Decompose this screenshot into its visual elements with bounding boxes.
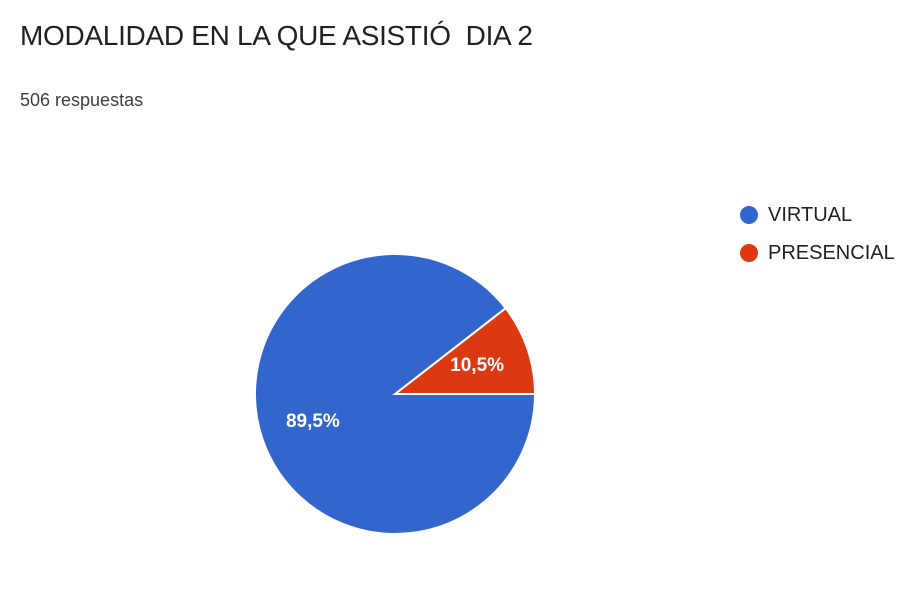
legend-swatch-presencial [740, 244, 758, 262]
response-count: 506 respuestas [20, 90, 144, 110]
chart-title: MODALIDAD EN LA QUE ASISTIÓ DIA 2 [20, 20, 533, 51]
legend-label-presencial: PRESENCIAL [768, 241, 895, 264]
legend: VIRTUAL PRESENCIAL [740, 196, 895, 272]
data-label-presencial: 10,5% [450, 355, 504, 376]
legend-swatch-virtual [740, 206, 758, 224]
legend-item-presencial[interactable]: PRESENCIAL [740, 234, 895, 272]
legend-item-virtual[interactable]: VIRTUAL [740, 196, 895, 234]
data-label-virtual: 89,5% [286, 411, 340, 432]
pie-slice-virtual[interactable] [254, 253, 537, 535]
legend-label-virtual: VIRTUAL [768, 203, 853, 226]
pie-slice-presencial[interactable] [392, 306, 537, 395]
